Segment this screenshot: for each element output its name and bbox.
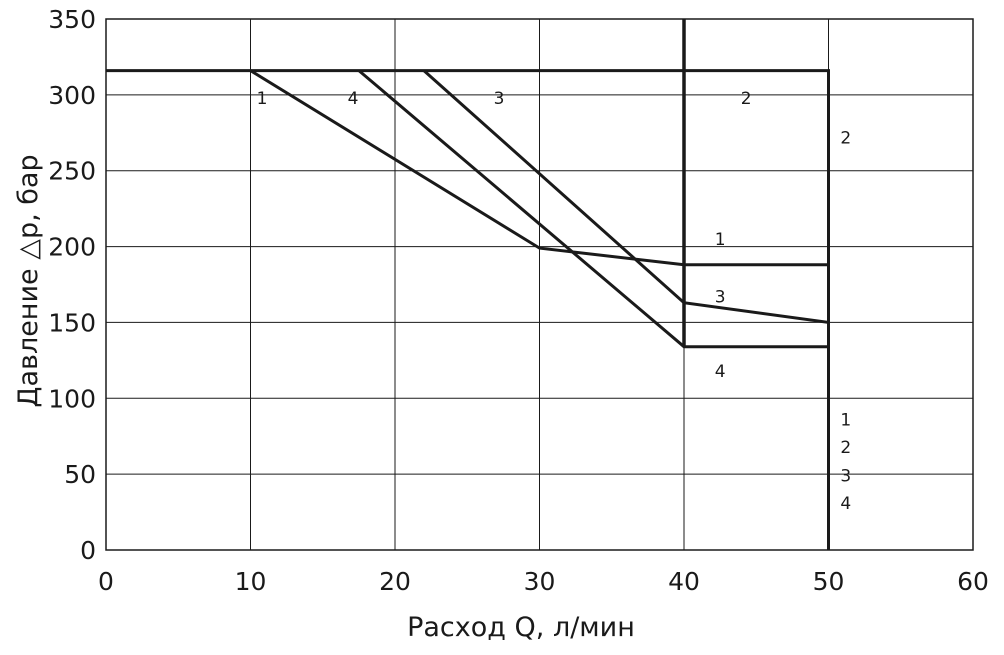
x-axis-label: Расход Q, л/мин bbox=[407, 612, 635, 643]
curve-label-3: 3 bbox=[494, 89, 505, 109]
y-tick-label: 350 bbox=[48, 5, 96, 34]
y-tick-label: 100 bbox=[48, 384, 96, 413]
x-tick-label: 60 bbox=[957, 567, 989, 596]
series-line-4 bbox=[357, 69, 830, 550]
x-tick-label: 50 bbox=[813, 567, 845, 596]
y-tick-label: 50 bbox=[64, 460, 96, 489]
curve-label-2: 2 bbox=[840, 438, 851, 458]
series-line-2 bbox=[106, 69, 830, 550]
x-tick-label: 30 bbox=[524, 567, 556, 596]
y-tick-labels: 0 50 100 150 200 250 300 350 bbox=[48, 5, 96, 565]
y-tick-label: 200 bbox=[48, 233, 96, 262]
y-tick-label: 250 bbox=[48, 157, 96, 186]
curve-label-4: 4 bbox=[715, 362, 726, 382]
x-tick-label: 20 bbox=[379, 567, 411, 596]
curve-label-1: 1 bbox=[715, 230, 726, 250]
y-tick-label: 0 bbox=[80, 536, 96, 565]
curve-label-3: 3 bbox=[840, 467, 851, 487]
x-tick-labels: 0 10 20 30 40 50 60 bbox=[98, 567, 989, 596]
y-tick-label: 300 bbox=[48, 81, 96, 110]
curve-label-2: 2 bbox=[840, 128, 851, 148]
curve-label-3: 3 bbox=[715, 288, 726, 308]
plot-frame bbox=[105, 18, 974, 551]
y-axis-label: Давление △p, бар bbox=[13, 154, 44, 407]
plot-border bbox=[105, 18, 974, 551]
series-line-3 bbox=[422, 69, 830, 550]
curve-label-1: 1 bbox=[257, 89, 268, 109]
x-tick-label: 0 bbox=[98, 567, 114, 596]
curve-label-4: 4 bbox=[348, 89, 359, 109]
curve-label-1: 1 bbox=[840, 411, 851, 431]
curve-label-4: 4 bbox=[840, 494, 851, 514]
curve-label-2: 2 bbox=[741, 89, 752, 109]
x-tick-label: 10 bbox=[235, 567, 267, 596]
y-tick-label: 150 bbox=[48, 308, 96, 337]
x-tick-label: 40 bbox=[668, 567, 700, 596]
series-lines bbox=[106, 19, 830, 550]
curve-labels: 1 4 3 2 2 1 3 4 1 2 3 4 bbox=[257, 89, 852, 514]
